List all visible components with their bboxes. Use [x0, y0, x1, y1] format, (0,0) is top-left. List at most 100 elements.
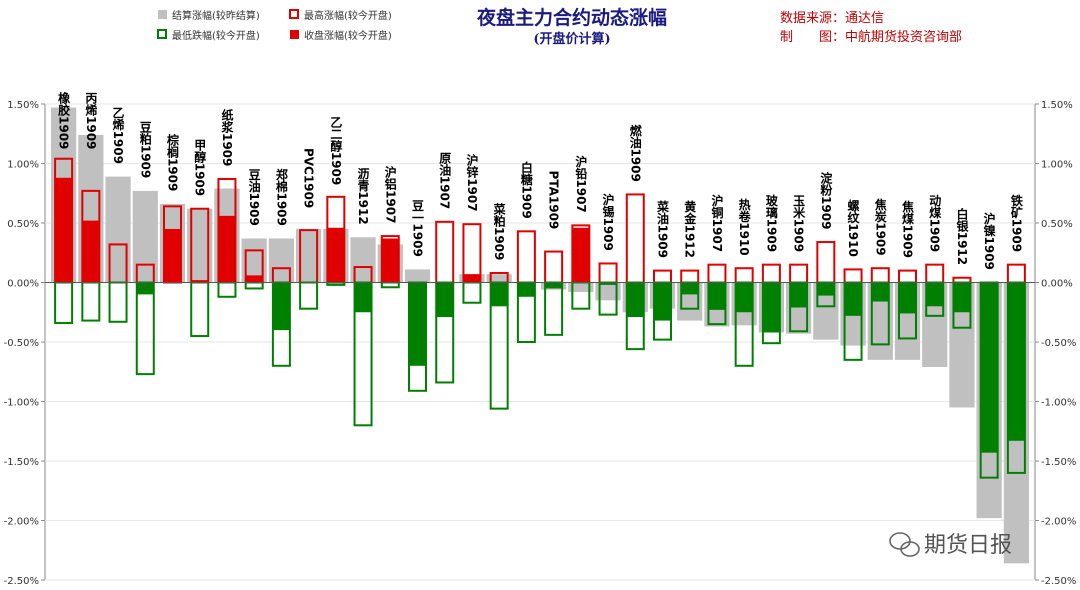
close-bar	[545, 282, 563, 289]
chart-title: 夜盘主力合约动态涨幅	[476, 6, 667, 29]
close-bar	[164, 228, 181, 283]
category-label: 豆粕1909	[138, 120, 152, 178]
settle-bar	[486, 274, 512, 283]
close-bar	[817, 282, 835, 296]
category-label: 豆油1909	[247, 168, 261, 226]
low-bar	[190, 281, 210, 338]
close-bar	[218, 215, 236, 283]
category-label: 丙烯1909	[84, 92, 98, 150]
category-label: 原油1907	[438, 151, 452, 209]
settle-bar	[404, 269, 431, 283]
close-bar	[735, 282, 753, 313]
low-bar	[217, 281, 237, 298]
close-bar	[871, 282, 889, 302]
high-bar	[598, 262, 618, 284]
category-label: 豆一1909	[411, 199, 425, 257]
settle-bar	[595, 282, 621, 301]
legend-high-swatch	[289, 9, 299, 19]
category-label: 沪锡1909	[601, 192, 615, 251]
category-label: 纸浆1909	[220, 108, 234, 167]
high-bar	[843, 268, 863, 284]
close-bar	[572, 227, 590, 283]
category-label: 甲醇1909	[193, 138, 207, 196]
low-bar	[462, 281, 482, 304]
source-line-1: 数据来源：通达信	[780, 11, 884, 26]
high-bar	[653, 269, 672, 284]
high-bar	[435, 220, 455, 284]
category-label: 棕榈1909	[166, 133, 180, 192]
high-bar	[680, 269, 700, 284]
legend-low-label: 最低跌幅(较今开盘)	[172, 29, 260, 42]
high-bar	[789, 263, 809, 284]
high-bar	[816, 241, 836, 284]
y-tick-label-left: -2.00%	[4, 517, 39, 528]
settle-bar	[568, 282, 594, 293]
category-label: 白银1912	[955, 206, 969, 265]
category-label: 白糖1909	[519, 160, 533, 219]
category-label: 沪铝1907	[383, 165, 397, 224]
close-bar	[191, 280, 209, 283]
close-bar	[708, 282, 726, 310]
low-bar	[544, 281, 564, 336]
close-bar	[354, 282, 372, 313]
y-tick-label-left: 1.00%	[7, 160, 39, 171]
category-label: PVC1909	[302, 148, 316, 208]
y-tick-label-right: -2.50%	[1041, 576, 1076, 587]
high-bar	[734, 267, 754, 284]
close-bar	[844, 282, 862, 316]
category-label: 淀粉1909	[819, 171, 833, 230]
high-bar	[707, 263, 727, 284]
watermark-text: 期货日报	[924, 533, 1012, 558]
chart-subtitle: (开盘价计算)	[533, 31, 610, 47]
legend: 结算涨幅(较昨结算) 最高涨幅(较今开盘) 最低跌幅(较今开盘) 收盘涨幅(较今…	[157, 9, 392, 42]
y-tick-label-left: 0.50%	[7, 219, 39, 230]
legend-settle-swatch	[158, 10, 167, 19]
close-bar	[654, 282, 671, 321]
category-label: 焦煤1909	[901, 199, 915, 258]
category-label: 郑棉1909	[274, 167, 288, 226]
close-bar	[626, 282, 644, 318]
close-bar	[55, 177, 73, 283]
y-tick-label-right: 0.00%	[1041, 279, 1073, 290]
legend-high-label: 最高涨幅(较今开盘)	[304, 9, 392, 22]
y-tick-label-right: -2.00%	[1041, 517, 1076, 528]
close-bar	[926, 282, 944, 307]
close-bar	[953, 282, 971, 313]
legend-close-swatch	[290, 30, 299, 39]
watermark: 期货日报	[889, 532, 1012, 558]
category-label: 沥青1912	[356, 167, 370, 225]
category-label: 燃油1909	[628, 123, 642, 182]
low-bar	[135, 281, 155, 376]
y-tick-label-left: 1.50%	[7, 100, 39, 111]
legend-close-label: 收盘涨幅(较今开盘)	[304, 29, 392, 42]
y-tick-label-right: -0.50%	[1041, 338, 1076, 349]
high-bar	[898, 269, 917, 284]
close-bar	[980, 282, 998, 453]
category-label: 沪锌1907	[465, 153, 479, 212]
close-bar	[409, 282, 426, 366]
bars	[51, 107, 1029, 564]
close-bar	[490, 282, 508, 307]
category-label: 玻璃1909	[764, 193, 778, 252]
close-bar	[436, 282, 454, 318]
close-bar	[762, 282, 780, 333]
y-tick-label-right: 1.00%	[1041, 160, 1073, 171]
y-tick-label-right: -1.50%	[1041, 457, 1076, 468]
y-ticks-right: 1.50% 1.00% 0.50% 0.00% -0.50% -1.00% -1.50% -2…	[1041, 100, 1076, 587]
close-bar	[463, 274, 481, 283]
category-label: 菜粕1909	[492, 202, 506, 261]
high-bar	[870, 267, 890, 284]
category-labels: 橡胶1909 丙烯1909 乙烯1909 豆粕1909 棕榈1909 甲醇1909 纸浆19…	[57, 91, 1024, 270]
category-label: 菜油1909	[656, 199, 670, 258]
close-bar	[681, 282, 699, 295]
high-bar	[925, 263, 945, 284]
category-label: 热卷1910	[737, 197, 751, 256]
high-bar	[516, 230, 536, 284]
close-bar	[82, 220, 100, 283]
category-label: 动煤1909	[928, 194, 942, 252]
y-tick-label-left: -1.50%	[4, 457, 39, 468]
y-tick-label-left: -1.00%	[4, 398, 39, 409]
category-label: 螺纹1910	[846, 198, 860, 257]
close-bar	[1007, 282, 1025, 441]
